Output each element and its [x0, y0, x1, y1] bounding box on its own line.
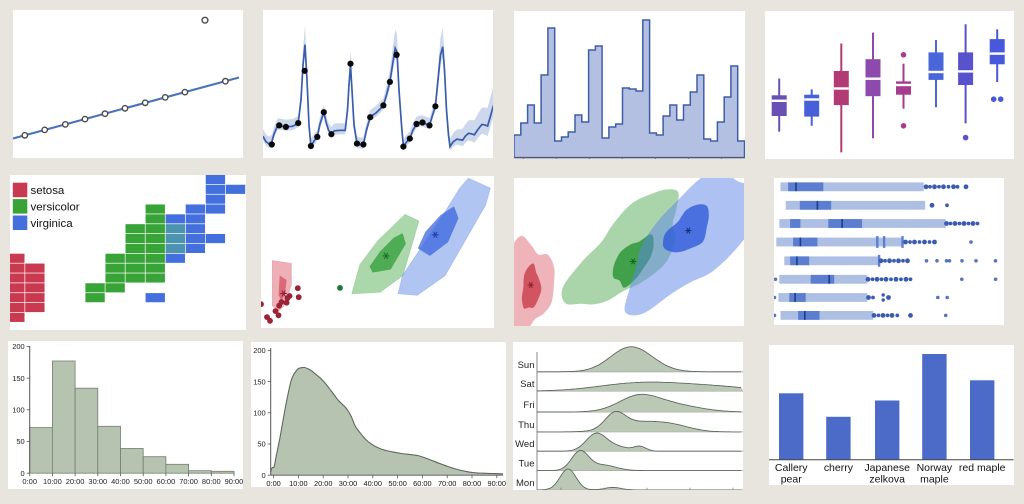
svg-text:pear: pear: [781, 474, 802, 485]
svg-text:0:00: 0:00: [266, 479, 280, 487]
svg-text:Tue: Tue: [518, 458, 534, 469]
svg-text:0: 0: [261, 471, 265, 480]
svg-text:20:00: 20:00: [314, 479, 332, 487]
svg-text:0:00: 0:00: [23, 477, 38, 486]
svg-text:70:00: 70:00: [180, 477, 199, 486]
svg-text:Sat: Sat: [520, 379, 535, 390]
svg-text:100: 100: [13, 405, 26, 414]
svg-text:cherry: cherry: [824, 463, 854, 474]
svg-text:100: 100: [253, 408, 265, 417]
svg-text:20:00: 20:00: [66, 477, 85, 486]
svg-text:50: 50: [257, 440, 265, 449]
svg-text:red maple: red maple: [959, 463, 1006, 474]
svg-text:150: 150: [13, 374, 26, 383]
svg-text:maple: maple: [921, 474, 950, 485]
svg-text:Thu: Thu: [518, 420, 534, 431]
svg-text:80:00: 80:00: [202, 477, 221, 486]
svg-text:50: 50: [17, 437, 25, 446]
svg-text:Callery: Callery: [775, 463, 808, 474]
svg-text:versicolor: versicolor: [30, 201, 79, 213]
svg-text:150: 150: [253, 377, 265, 386]
svg-text:40:00: 40:00: [112, 477, 131, 486]
svg-text:60:00: 60:00: [157, 477, 176, 486]
svg-text:Norway: Norway: [917, 463, 953, 474]
svg-text:0: 0: [21, 469, 25, 478]
svg-text:80:00: 80:00: [463, 479, 481, 487]
svg-text:90:00: 90:00: [225, 477, 243, 486]
svg-text:70:00: 70:00: [438, 479, 456, 487]
svg-text:zelkova: zelkova: [870, 474, 906, 485]
svg-text:200: 200: [253, 346, 265, 355]
svg-text:Wed: Wed: [515, 439, 534, 450]
svg-text:30:00: 30:00: [339, 479, 357, 487]
svg-text:30:00: 30:00: [89, 477, 108, 486]
svg-text:10:00: 10:00: [43, 477, 62, 486]
svg-text:10:00: 10:00: [289, 479, 307, 487]
svg-text:200: 200: [13, 342, 26, 351]
svg-text:40:00: 40:00: [363, 479, 381, 487]
svg-text:60:00: 60:00: [413, 479, 431, 487]
svg-text:virginica: virginica: [30, 218, 73, 230]
svg-text:50:00: 50:00: [134, 477, 153, 486]
svg-text:90:00: 90:00: [487, 479, 505, 487]
svg-text:Japanese: Japanese: [865, 463, 911, 474]
svg-text:Mon: Mon: [516, 478, 534, 489]
svg-text:setosa: setosa: [30, 185, 64, 197]
svg-text:Fri: Fri: [523, 400, 534, 411]
svg-text:Sun: Sun: [517, 359, 534, 370]
svg-text:50:00: 50:00: [388, 479, 406, 487]
